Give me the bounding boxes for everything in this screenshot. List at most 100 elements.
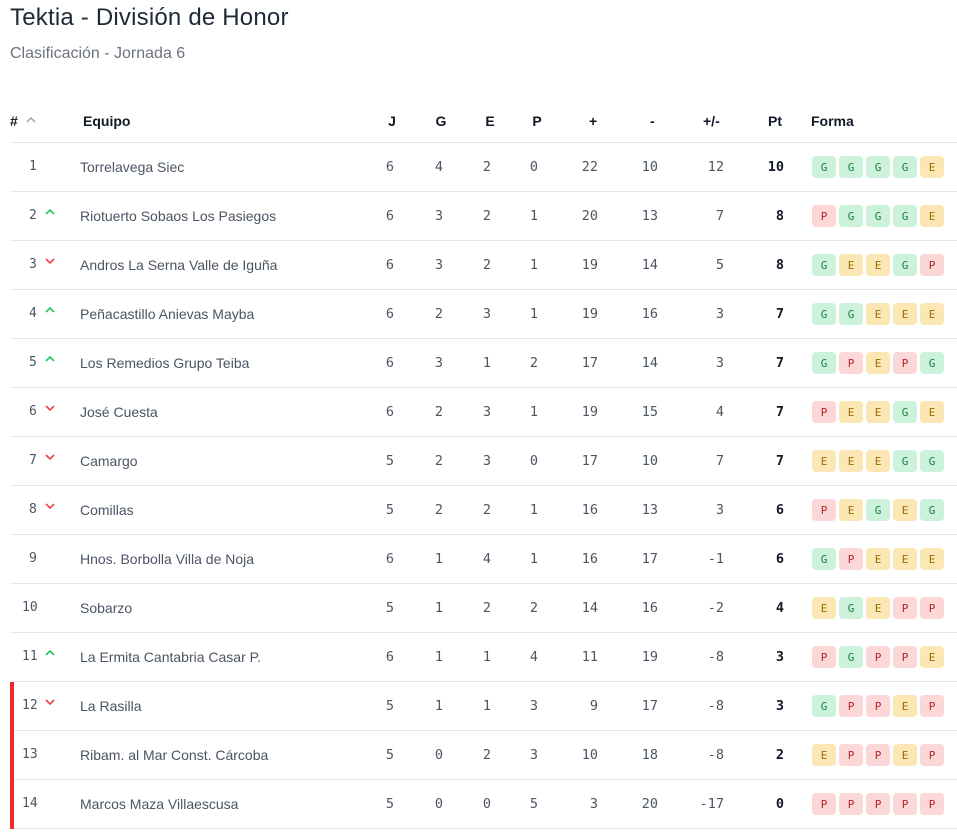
team-name[interactable]: José Cuesta: [80, 404, 158, 420]
form-badge: P: [893, 597, 917, 619]
table-row[interactable]: 13 Ribam. al Mar Const. Cárcoba 5 0 2 3 10 18 -8…: [10, 731, 957, 780]
form-badge: G: [893, 205, 917, 227]
stat-points: 4: [775, 600, 784, 616]
stat-plus: 17: [581, 355, 598, 371]
page-subtitle: Clasificación - Jornada 6: [10, 45, 186, 62]
team-name[interactable]: Marcos Maza Villaescusa: [80, 796, 239, 812]
table-row[interactable]: 3 Andros La Serna Valle de Iguña 6 3 2 1 19 14 5…: [10, 241, 957, 290]
column-header-e[interactable]: E: [485, 113, 495, 129]
stat-points: 2: [775, 747, 784, 763]
team-name[interactable]: Torrelavega Siec: [80, 159, 185, 175]
stat-p: 3: [529, 698, 539, 714]
team-name[interactable]: Ribam. al Mar Const. Cárcoba: [80, 747, 269, 763]
form-badge: P: [839, 744, 863, 766]
stat-points: 6: [775, 551, 784, 567]
stat-points: 7: [775, 355, 784, 371]
stat-e: 2: [482, 600, 492, 616]
trend-up-icon: [45, 208, 55, 215]
team-name[interactable]: Camargo: [80, 453, 138, 469]
standings-table: # Equipo J G E P + - +/- Pt Forma 1 Torre…: [10, 100, 957, 829]
sort-ascending-icon: [26, 116, 36, 123]
stat-minus: 16: [641, 600, 658, 616]
stat-plus: 17: [581, 453, 598, 469]
team-name[interactable]: Hnos. Borbolla Villa de Noja: [80, 551, 255, 567]
stat-j: 6: [385, 649, 395, 665]
column-header-plus[interactable]: +: [589, 113, 598, 129]
stat-g: 2: [434, 502, 444, 518]
form-badge: G: [866, 156, 890, 178]
stat-diff: 12: [707, 159, 724, 175]
team-name[interactable]: Sobarzo: [80, 600, 133, 616]
form-badge: P: [893, 646, 917, 668]
table-row[interactable]: 7 Camargo 5 2 3 0 17 10 7 7 E E E G G: [10, 437, 957, 486]
table-row[interactable]: 1 Torrelavega Siec 6 4 2 0 22 10 12 10 G G G G E: [10, 143, 957, 192]
stat-diff: -8: [707, 649, 724, 665]
form-badge: E: [839, 450, 863, 472]
form-badge: E: [812, 744, 836, 766]
form-badge: G: [839, 646, 863, 668]
team-name[interactable]: Peñacastillo Anievas Mayba: [80, 306, 255, 322]
form-badge: E: [839, 401, 863, 423]
stat-e: 3: [482, 453, 492, 469]
stat-g: 3: [434, 355, 444, 371]
form-badge: E: [812, 597, 836, 619]
stat-p: 4: [529, 649, 539, 665]
page-title: Tektia - División de Honor: [10, 4, 289, 31]
stat-minus: 13: [641, 208, 658, 224]
column-header-pos[interactable]: #: [10, 113, 37, 129]
table-row[interactable]: 9 Hnos. Borbolla Villa de Noja 6 1 4 1 16 17 -1 6…: [10, 535, 957, 584]
table-header: # Equipo J G E P + - +/- Pt Forma: [10, 100, 957, 143]
stat-diff: -17: [699, 796, 724, 812]
stat-g: 0: [434, 747, 444, 763]
stat-diff: 4: [715, 404, 724, 420]
form-badge: G: [812, 254, 836, 276]
trend-up-icon: [45, 306, 55, 313]
form-badge: E: [839, 499, 863, 521]
stat-minus: 18: [641, 747, 658, 763]
table-row[interactable]: 10 Sobarzo 5 1 2 2 14 16 -2 4 E G E P P: [10, 584, 957, 633]
form-badge: E: [839, 254, 863, 276]
pos-header-label: #: [10, 113, 18, 129]
column-header-j[interactable]: J: [388, 113, 396, 129]
form-badge: E: [866, 254, 890, 276]
column-header-minus[interactable]: -: [650, 113, 655, 129]
team-name[interactable]: Riotuerto Sobaos Los Pasiegos: [80, 208, 277, 224]
table-row[interactable]: 5 Los Remedios Grupo Teiba 6 3 1 2 17 14 3 7 G P E P G: [10, 339, 957, 388]
team-name[interactable]: Andros La Serna Valle de Iguña: [80, 257, 278, 273]
stat-j: 6: [385, 257, 395, 273]
column-header-pt[interactable]: Pt: [768, 113, 782, 129]
team-name[interactable]: Comillas: [80, 502, 134, 518]
position-number: 1: [29, 159, 37, 174]
table-row[interactable]: 11 La Ermita Cantabria Casar P. 6 1 1 4 11 19 -8…: [10, 633, 957, 682]
column-header-p[interactable]: P: [532, 113, 542, 129]
column-header-diff[interactable]: +/-: [703, 113, 720, 129]
team-name[interactable]: La Ermita Cantabria Casar P.: [80, 649, 262, 665]
stat-plus: 11: [581, 649, 598, 665]
form-badge: P: [920, 254, 944, 276]
team-name[interactable]: La Rasilla: [80, 698, 142, 714]
team-name[interactable]: Los Remedios Grupo Teiba: [80, 355, 250, 371]
column-header-team[interactable]: Equipo: [83, 113, 131, 129]
form-badge: P: [839, 695, 863, 717]
trend-down-icon: [45, 503, 55, 510]
stat-e: 0: [482, 796, 492, 812]
table-row[interactable]: 14 Marcos Maza Villaescusa 5 0 0 5 3 20 -17 0 P P P P…: [10, 780, 957, 829]
table-row[interactable]: 8 Comillas 5 2 2 1 16 13 3 6 P E G E G: [10, 486, 957, 535]
table-row[interactable]: 12 La Rasilla 5 1 1 3 9 17 -8 3 G P P E P: [10, 682, 957, 731]
table-row[interactable]: 4 Peñacastillo Anievas Mayba 6 2 3 1 19 16 3 7 G G E…: [10, 290, 957, 339]
table-row[interactable]: 6 José Cuesta 6 2 3 1 19 15 4 7 P E E G E: [10, 388, 957, 437]
column-header-g[interactable]: G: [435, 113, 447, 129]
table-body: 1 Torrelavega Siec 6 4 2 0 22 10 12 10 G G G G E 2 Riotu…: [10, 143, 957, 829]
position-number: 7: [29, 453, 37, 468]
form-badge: E: [866, 401, 890, 423]
form-badge: E: [920, 548, 944, 570]
form-badge: P: [866, 646, 890, 668]
stat-p: 1: [529, 502, 539, 518]
stat-g: 1: [434, 551, 444, 567]
table-row[interactable]: 2 Riotuerto Sobaos Los Pasiegos 6 3 2 1 20 13 7 8…: [10, 192, 957, 241]
form-badge: E: [866, 597, 890, 619]
stat-plus: 19: [581, 306, 598, 322]
